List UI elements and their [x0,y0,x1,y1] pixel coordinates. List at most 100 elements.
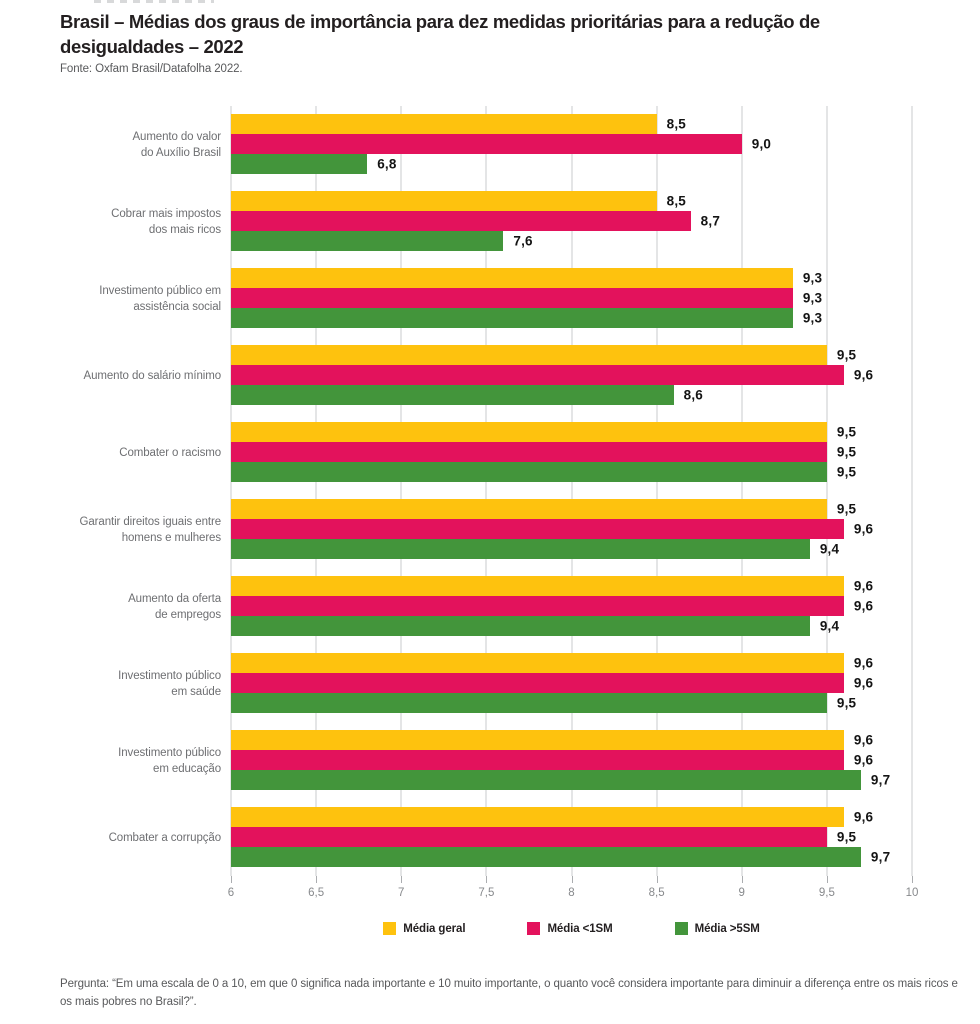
axis-tick-label: 7 [398,887,405,899]
bar-m-dia-1sm: 9,6 [231,673,873,693]
bars-cell: 9,5 9,6 8,6 [231,337,912,414]
bar-track: 9,7 [231,770,912,790]
bars-cell: 9,6 9,6 9,7 [231,722,912,799]
bars-cell: 9,3 9,3 9,3 [231,260,912,337]
category-label-line: em saúde [171,685,221,698]
category-label: Aumento do valor do Auxílio Brasil [0,106,231,183]
axis-tick [912,876,913,883]
gridline [740,106,743,876]
bar-m-dia-geral: 9,5 [231,345,856,365]
bar-m-dia-1sm: 9,6 [231,750,873,770]
category-label-line: do Auxílio Brasil [140,146,221,159]
bar-value-label: 8,5 [666,193,686,209]
chart-title: Brasil – Médias dos graus de importância… [60,9,940,59]
bar-track: 9,5 [231,345,912,365]
bars-cell: 9,5 9,5 9,5 [231,414,912,491]
bar-value-label: 9,5 [836,424,857,440]
gridline [485,106,488,876]
bar-m-dia-5sm: 9,4 [231,539,839,559]
bar-value-label: 9,3 [802,310,823,326]
bar-value-label: 9,5 [836,347,857,363]
bar-value-label: 9,5 [836,464,857,480]
bar-value-label: 9,5 [836,829,857,845]
category-label-line: assistência social [133,300,221,313]
bar-track: 9,5 [231,693,912,713]
bar-group: Combater o racismo 9,5 9,5 9,5 [0,414,980,491]
category-label-line: em educação [153,762,221,775]
bar-track: 9,4 [231,539,912,559]
bar-value-label: 9,6 [853,655,874,671]
bar-m-dia-geral: 9,5 [231,499,856,519]
bar-track: 9,6 [231,519,912,539]
bar-m-dia-1sm: 9,5 [231,442,856,462]
bar-track: 8,6 [231,385,912,405]
bar-value-label: 9,6 [853,578,874,594]
bar-m-dia-geral: 9,6 [231,807,873,827]
category-label-line: Investimento público [118,669,221,682]
bar-track: 9,5 [231,499,912,519]
bar-track: 8,5 [231,114,912,134]
bar-track: 7,6 [231,231,912,251]
bar-track: 9,6 [231,576,912,596]
category-label-line: Cobrar mais impostos [111,207,221,220]
bar-track: 9,6 [231,807,912,827]
legend-label: Média geral [403,922,466,935]
bar-m-dia-1sm: 8,7 [231,211,720,231]
bar-value-label: 9,3 [802,290,823,306]
bar-track: 9,5 [231,827,912,847]
footnote-line-2: mais ricos e os mais pobres no Brasil?”. [60,978,958,1008]
axis-tick [656,876,658,883]
axis-tick-label: 7,5 [478,887,495,899]
bar-group: Investimento público em educação 9,6 9,6 9,7 [0,722,980,799]
bar-track: 8,5 [231,191,912,211]
footnote-line-1: Pergunta: “Em uma escala de 0 a 10, em q… [60,978,895,990]
axis-tick [401,876,403,883]
bars-cell: 8,5 8,7 7,6 [231,183,912,260]
bars-cell: 9,5 9,6 9,4 [231,491,912,568]
bar-track: 9,6 [231,750,912,770]
bar-m-dia-geral: 9,3 [231,268,822,288]
cropped-text-remnant [94,0,214,3]
legend-swatch-icon [674,922,688,935]
gridline [655,106,658,876]
bar-value-label: 9,6 [853,675,874,691]
bar-value-label: 9,4 [819,618,840,634]
bar-m-dia-1sm: 9,6 [231,365,873,385]
category-label: Investimento público em saúde [0,645,231,722]
category-label: Investimento público em assistência socia… [0,260,231,337]
axis-tick-label: 9,5 [818,887,835,899]
category-label-line: Combater o racismo [119,446,221,459]
gridline [230,106,232,876]
bar-value-label: 9,6 [853,598,874,614]
bar-m-dia-5sm: 9,5 [231,462,856,482]
bar-value-label: 9,5 [836,695,857,711]
bar-track: 9,5 [231,462,912,482]
category-label-line: Investimento público [118,746,221,759]
axis-tick [316,876,318,883]
bar-groups: Aumento do valor do Auxílio Brasil 8,5 9,0 6… [0,106,980,876]
category-label-line: homens e mulheres [121,531,221,544]
bar-value-label: 9,6 [853,732,874,748]
category-label-line: Garantir direitos iguais entre [79,515,222,528]
bar-group: Investimento público em assistência socia… [0,260,980,337]
bar-m-dia-5sm: 9,5 [231,693,856,713]
bar-m-dia-1sm: 9,5 [231,827,856,847]
bar-track: 9,6 [231,730,912,750]
bar-track: 9,3 [231,288,912,308]
bar-m-dia-1sm: 9,6 [231,596,873,616]
bar-group: Aumento do salário mínimo 9,5 9,6 8,6 [0,337,980,414]
bar-chart: Aumento do valor do Auxílio Brasil 8,5 9,0 6… [0,106,980,966]
axis-tick-label: 9 [738,887,745,899]
bar-m-dia-5sm: 9,4 [231,616,839,636]
bar-group: Aumento do valor do Auxílio Brasil 8,5 9,0 6… [0,106,980,183]
gridline [911,106,913,876]
axis-tick [741,876,743,883]
bar-m-dia-geral: 9,6 [231,576,873,596]
bar-group: Combater a corrupção 9,6 9,5 9,7 [0,799,980,876]
axis-tick-label: 8 [568,887,575,899]
category-label: Aumento da oferta de empregos [0,568,231,645]
bars-cell: 9,6 9,6 9,4 [231,568,912,645]
category-label-line: de empregos [154,608,221,621]
legend-swatch-icon [383,922,397,935]
legend-label: Média >5SM [694,922,760,935]
